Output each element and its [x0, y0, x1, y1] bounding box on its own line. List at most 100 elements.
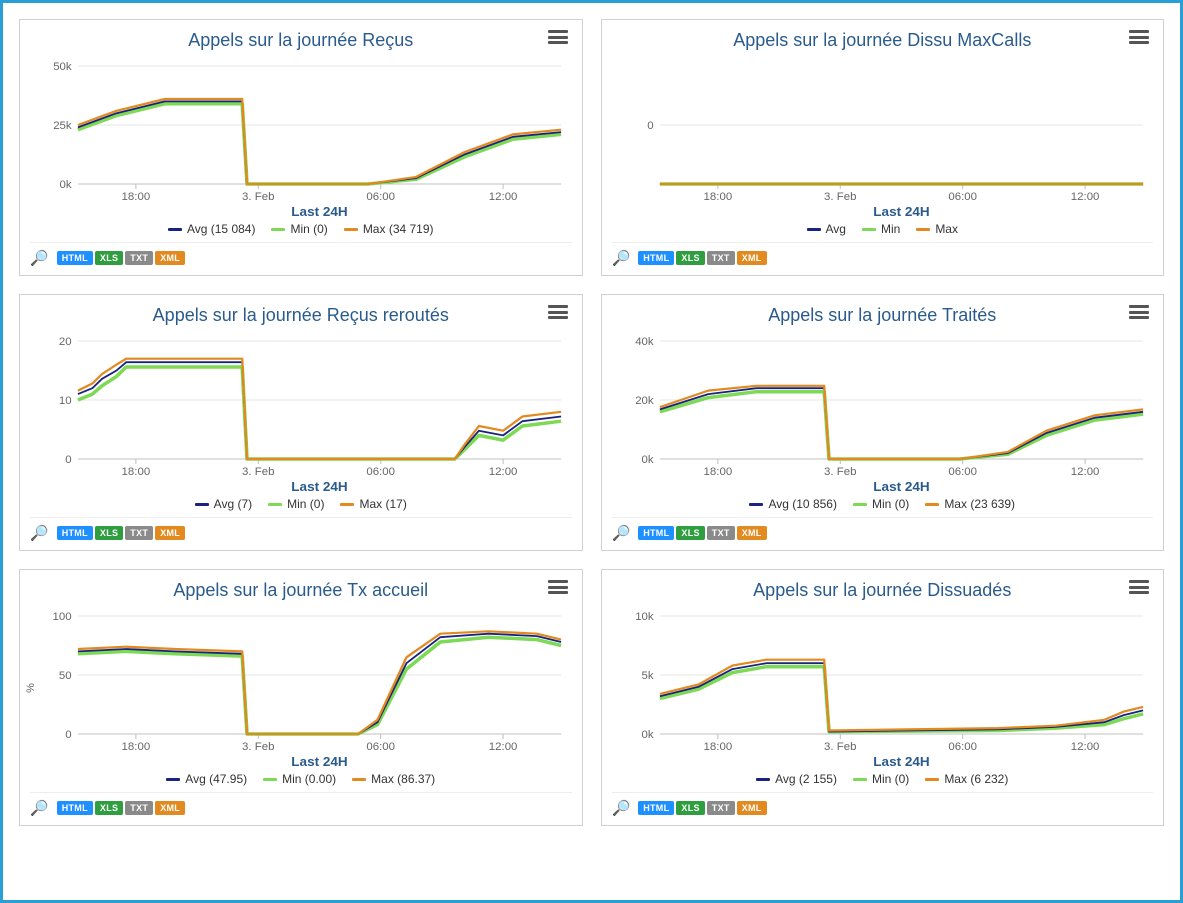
export-txt-button[interactable]: TXT — [707, 526, 735, 540]
legend-item-max[interactable]: Max — [916, 222, 958, 236]
legend-item-max[interactable]: Max (6 232) — [925, 772, 1008, 786]
svg-text:40k: 40k — [635, 336, 654, 348]
chart-area: %05010018:003. Feb06:0012:00Last 24H — [30, 608, 572, 768]
legend-item-max[interactable]: Max (23 639) — [925, 497, 1015, 511]
export-xml-button[interactable]: XML — [737, 801, 767, 815]
svg-text:06:00: 06:00 — [948, 466, 977, 478]
x-axis-title: Last 24H — [291, 204, 347, 218]
legend-swatch — [268, 503, 282, 506]
hamburger-menu-icon[interactable] — [548, 578, 568, 596]
legend-label: Min (0.00) — [282, 772, 336, 786]
export-html-button[interactable]: HTML — [638, 526, 674, 540]
export-xml-button[interactable]: XML — [155, 801, 185, 815]
legend-swatch — [853, 503, 867, 506]
legend-label: Max (17) — [359, 497, 406, 511]
legend-item-min[interactable]: Min — [862, 222, 900, 236]
export-txt-button[interactable]: TXT — [125, 801, 153, 815]
svg-text:06:00: 06:00 — [948, 191, 977, 203]
legend-label: Min (0) — [287, 497, 324, 511]
zoom-icon[interactable]: 🔍 — [612, 524, 631, 542]
panel-title: Appels sur la journée Dissu MaxCalls — [733, 30, 1031, 51]
export-xml-button[interactable]: XML — [155, 251, 185, 265]
export-xls-button[interactable]: XLS — [95, 801, 123, 815]
legend-item-max[interactable]: Max (17) — [340, 497, 406, 511]
legend-swatch — [263, 778, 277, 781]
legend-item-max[interactable]: Max (34 719) — [344, 222, 434, 236]
legend-item-avg[interactable]: Avg (10 856) — [749, 497, 837, 511]
export-html-button[interactable]: HTML — [57, 251, 93, 265]
export-xls-button[interactable]: XLS — [676, 801, 704, 815]
legend-item-avg[interactable]: Avg (2 155) — [756, 772, 837, 786]
chart-legend: Avg (15 084) Min (0) Max (34 719) — [30, 222, 572, 236]
legend-item-min[interactable]: Min (0) — [853, 497, 909, 511]
legend-item-min[interactable]: Min (0.00) — [263, 772, 336, 786]
legend-label: Avg (2 155) — [775, 772, 837, 786]
panel-footer: 🔍 HTMLXLSTXTXML — [612, 792, 1154, 817]
export-badges: HTMLXLSTXTXML — [57, 251, 185, 265]
export-txt-button[interactable]: TXT — [707, 251, 735, 265]
panel-footer: 🔍 HTMLXLSTXTXML — [30, 792, 572, 817]
legend-item-avg[interactable]: Avg (47.95) — [166, 772, 247, 786]
export-html-button[interactable]: HTML — [57, 801, 93, 815]
zoom-icon[interactable]: 🔍 — [30, 524, 49, 542]
zoom-icon[interactable]: 🔍 — [612, 249, 631, 267]
svg-text:18:00: 18:00 — [122, 191, 151, 203]
panel-reroutes: Appels sur la journée Reçus reroutés0102… — [19, 294, 583, 551]
export-xml-button[interactable]: XML — [737, 251, 767, 265]
legend-swatch — [749, 503, 763, 506]
legend-item-max[interactable]: Max (86.37) — [352, 772, 435, 786]
svg-text:12:00: 12:00 — [489, 741, 518, 753]
hamburger-menu-icon[interactable] — [1129, 578, 1149, 596]
legend-item-min[interactable]: Min (0) — [268, 497, 324, 511]
export-xml-button[interactable]: XML — [155, 526, 185, 540]
hamburger-menu-icon[interactable] — [1129, 303, 1149, 321]
export-badges: HTMLXLSTXTXML — [57, 526, 185, 540]
legend-item-min[interactable]: Min (0) — [853, 772, 909, 786]
legend-label: Max (86.37) — [371, 772, 435, 786]
legend-item-avg[interactable]: Avg (15 084) — [168, 222, 256, 236]
svg-text:3. Feb: 3. Feb — [242, 466, 274, 478]
export-txt-button[interactable]: TXT — [125, 526, 153, 540]
svg-text:100: 100 — [53, 611, 72, 623]
export-txt-button[interactable]: TXT — [125, 251, 153, 265]
export-xml-button[interactable]: XML — [737, 526, 767, 540]
export-xls-button[interactable]: XLS — [676, 526, 704, 540]
legend-swatch — [340, 503, 354, 506]
legend-swatch — [807, 228, 821, 231]
svg-text:12:00: 12:00 — [489, 191, 518, 203]
panel-recus: Appels sur la journée Reçus0k25k50k18:00… — [19, 19, 583, 276]
hamburger-menu-icon[interactable] — [1129, 28, 1149, 46]
svg-text:5k: 5k — [641, 670, 653, 682]
panel-title: Appels sur la journée Tx accueil — [173, 580, 428, 601]
export-txt-button[interactable]: TXT — [707, 801, 735, 815]
export-xls-button[interactable]: XLS — [95, 251, 123, 265]
export-xls-button[interactable]: XLS — [676, 251, 704, 265]
export-xls-button[interactable]: XLS — [95, 526, 123, 540]
svg-text:0: 0 — [65, 454, 71, 466]
legend-item-avg[interactable]: Avg — [807, 222, 846, 236]
x-axis-title: Last 24H — [873, 479, 929, 493]
zoom-icon[interactable]: 🔍 — [612, 799, 631, 817]
svg-text:20: 20 — [59, 336, 72, 348]
svg-text:0: 0 — [647, 120, 653, 132]
export-html-button[interactable]: HTML — [638, 251, 674, 265]
export-badges: HTMLXLSTXTXML — [638, 801, 766, 815]
panel-header: Appels sur la journée Dissu MaxCalls — [612, 26, 1154, 54]
svg-text:12:00: 12:00 — [1070, 741, 1099, 753]
svg-text:0k: 0k — [60, 179, 72, 191]
export-html-button[interactable]: HTML — [638, 801, 674, 815]
legend-item-min[interactable]: Min (0) — [271, 222, 327, 236]
hamburger-menu-icon[interactable] — [548, 303, 568, 321]
svg-text:12:00: 12:00 — [1070, 466, 1099, 478]
zoom-icon[interactable]: 🔍 — [30, 799, 49, 817]
svg-text:18:00: 18:00 — [122, 466, 151, 478]
legend-label: Min (0) — [872, 497, 909, 511]
svg-text:0k: 0k — [641, 454, 653, 466]
zoom-icon[interactable]: 🔍 — [30, 249, 49, 267]
panel-title: Appels sur la journée Reçus reroutés — [153, 305, 449, 326]
series-max — [659, 660, 1142, 731]
legend-item-avg[interactable]: Avg (7) — [195, 497, 252, 511]
hamburger-menu-icon[interactable] — [548, 28, 568, 46]
export-html-button[interactable]: HTML — [57, 526, 93, 540]
legend-swatch — [168, 228, 182, 231]
